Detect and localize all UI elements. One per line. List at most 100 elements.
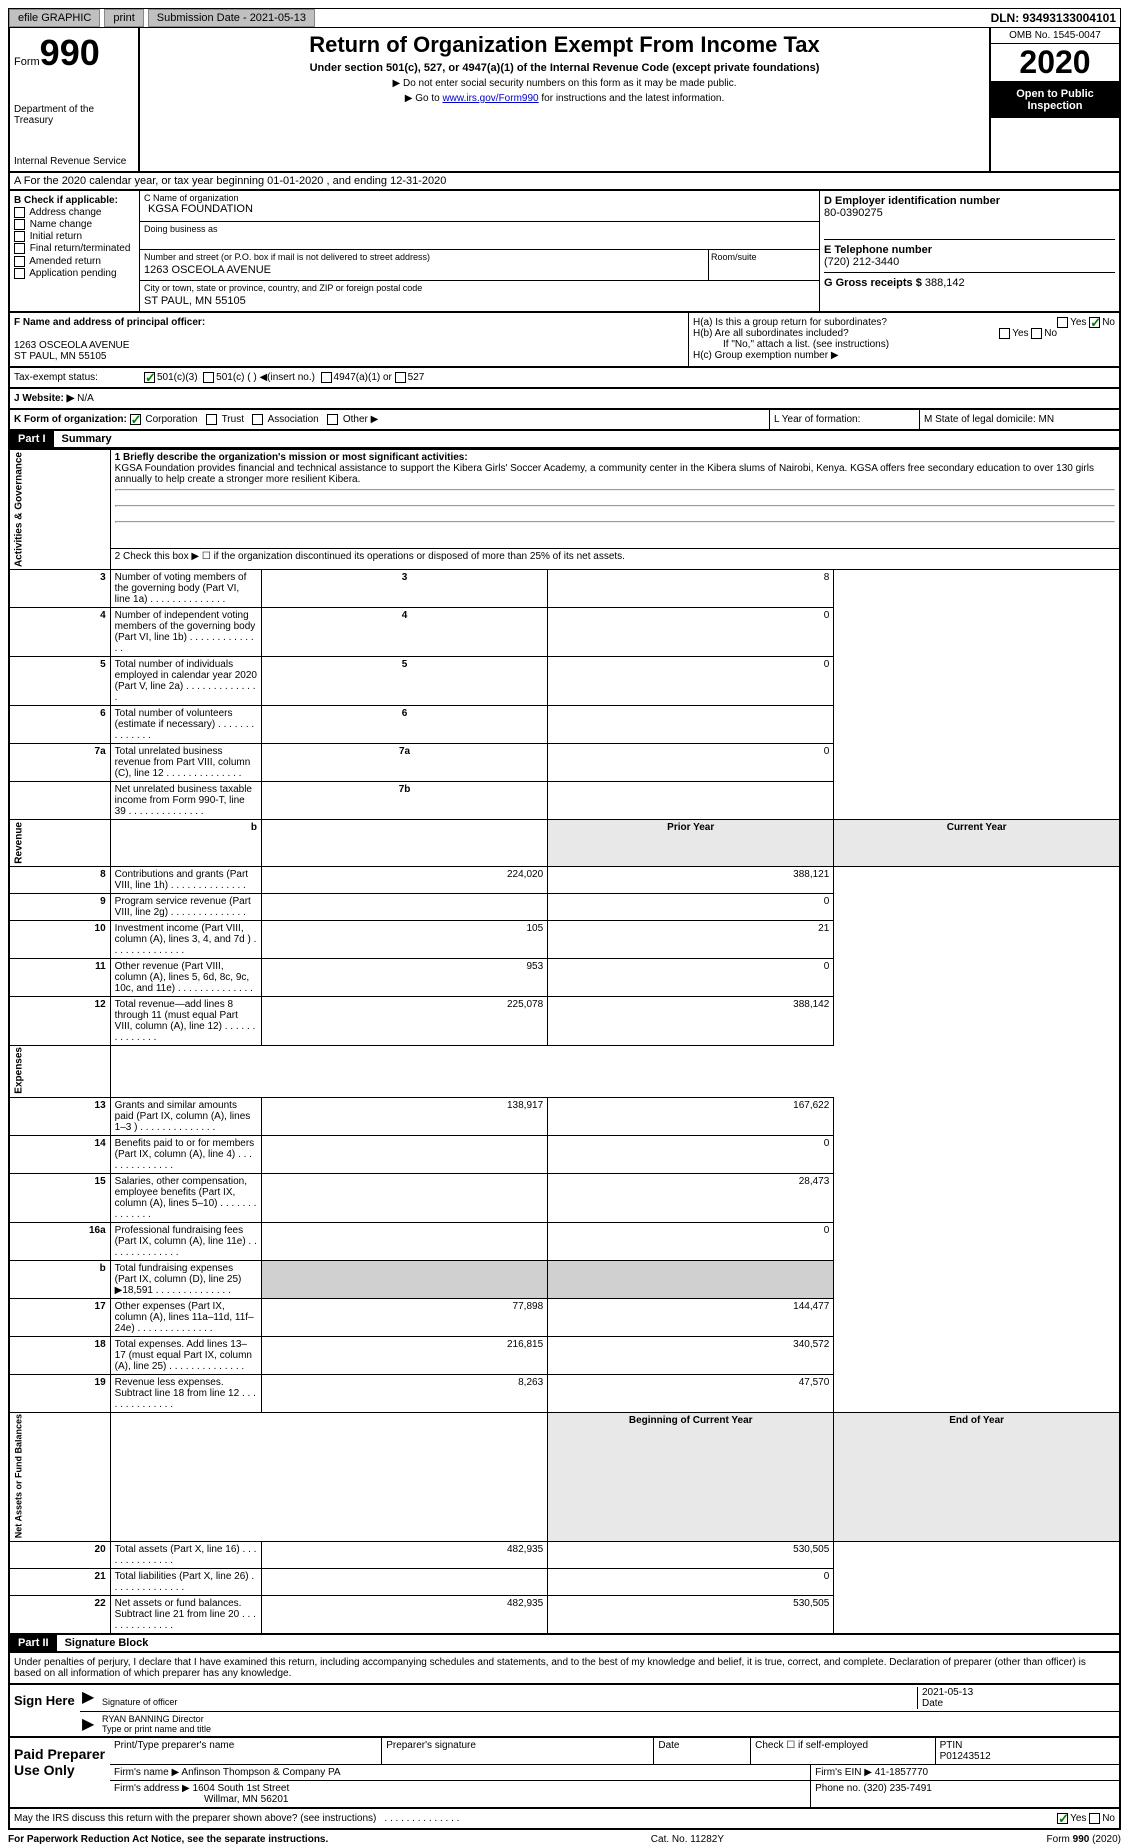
summary-table: Activities & Governance 1 Briefly descri… bbox=[8, 449, 1121, 1635]
hb-label: H(b) Are all subordinates included? bbox=[693, 328, 849, 339]
line-text: Investment income (Part VIII, column (A)… bbox=[110, 920, 261, 958]
assoc-checkbox[interactable] bbox=[252, 414, 263, 425]
current-value: 0 bbox=[548, 1568, 834, 1595]
sig-officer-label: Signature of officer bbox=[102, 1697, 177, 1707]
ha-no-checkbox[interactable] bbox=[1089, 317, 1100, 328]
form-org-label: K Form of organization: bbox=[14, 414, 127, 425]
501c3-checkbox[interactable] bbox=[144, 372, 155, 383]
4947-checkbox[interactable] bbox=[321, 372, 332, 383]
trust-checkbox[interactable] bbox=[206, 414, 217, 425]
officer-name-label: Type or print name and title bbox=[102, 1724, 211, 1734]
hb-yes-checkbox[interactable] bbox=[999, 328, 1010, 339]
line-text: Program service revenue (Part VIII, line… bbox=[110, 893, 261, 920]
part1-title: Summary bbox=[54, 433, 112, 445]
line-num: 13 bbox=[9, 1097, 110, 1135]
ein-value: 80-0390275 bbox=[824, 207, 1115, 219]
firm-phone: (320) 235-7491 bbox=[863, 1783, 931, 1794]
ssn-note: ▶ Do not enter social security numbers o… bbox=[144, 78, 985, 89]
firm-name-label: Firm's name ▶ bbox=[114, 1767, 179, 1778]
year-formation: L Year of formation: bbox=[769, 410, 919, 429]
irs-label: Internal Revenue Service bbox=[14, 156, 134, 167]
box-b-checkboxes: B Check if applicable: Address change Na… bbox=[10, 191, 140, 311]
current-value: 144,477 bbox=[548, 1298, 834, 1336]
officer-label: F Name and address of principal officer: bbox=[14, 317, 684, 328]
box-b-checkbox[interactable] bbox=[14, 256, 25, 267]
print-button[interactable]: print bbox=[104, 9, 143, 27]
other-checkbox[interactable] bbox=[327, 414, 338, 425]
prior-value bbox=[261, 1173, 547, 1222]
firm-ein: 41-1857770 bbox=[875, 1767, 928, 1778]
firm-addr: 1604 South 1st Street bbox=[193, 1783, 290, 1794]
form990-link[interactable]: www.irs.gov/Form990 bbox=[442, 93, 538, 104]
ha-label: H(a) Is this a group return for subordin… bbox=[693, 317, 887, 328]
line-num: 7a bbox=[9, 744, 110, 782]
sign-date: 2021-05-13 bbox=[922, 1687, 973, 1698]
ha-yes-checkbox[interactable] bbox=[1057, 317, 1068, 328]
prior-value: 77,898 bbox=[261, 1298, 547, 1336]
preparer-date-label: Date bbox=[654, 1738, 751, 1764]
line-value: 0 bbox=[548, 657, 834, 706]
line-text: Total liabilities (Part X, line 26) bbox=[110, 1568, 261, 1595]
line-box: 3 bbox=[261, 570, 547, 608]
box-b-checkbox[interactable] bbox=[14, 243, 25, 254]
current-value: 0 bbox=[548, 1222, 834, 1260]
website-value: N/A bbox=[77, 393, 94, 404]
line-text: Total assets (Part X, line 16) bbox=[110, 1541, 261, 1568]
dept-treasury: Department of the Treasury bbox=[14, 104, 134, 126]
end-year-header: End of Year bbox=[834, 1412, 1120, 1541]
line-value bbox=[548, 706, 834, 744]
current-year-header: Current Year bbox=[834, 820, 1120, 867]
state-domicile: M State of legal domicile: MN bbox=[919, 410, 1119, 429]
line-text: Revenue less expenses. Subtract line 18 … bbox=[110, 1374, 261, 1412]
line-value bbox=[548, 782, 834, 820]
hb-no-checkbox[interactable] bbox=[1031, 328, 1042, 339]
website-label: J Website: ▶ bbox=[14, 393, 74, 404]
form-number: 990 bbox=[40, 32, 100, 73]
omb-number: OMB No. 1545-0047 bbox=[991, 28, 1119, 44]
current-value: 388,121 bbox=[548, 866, 834, 893]
box-b-checkbox[interactable] bbox=[14, 231, 25, 242]
form-990-footer: Form 990 (2020) bbox=[1047, 1834, 1121, 1845]
cat-number: Cat. No. 11282Y bbox=[651, 1834, 724, 1845]
box-b-checkbox[interactable] bbox=[14, 207, 25, 218]
form-title: Return of Organization Exempt From Incom… bbox=[144, 32, 985, 58]
line-text: Salaries, other compensation, employee b… bbox=[110, 1173, 261, 1222]
line-box: 5 bbox=[261, 657, 547, 706]
527-checkbox[interactable] bbox=[395, 372, 406, 383]
line-num bbox=[9, 782, 110, 820]
form-subtitle: Under section 501(c), 527, or 4947(a)(1)… bbox=[144, 62, 985, 74]
beginning-year-header: Beginning of Current Year bbox=[548, 1412, 834, 1541]
ein-label: D Employer identification number bbox=[824, 195, 1115, 207]
discuss-yes-checkbox[interactable] bbox=[1057, 1813, 1068, 1824]
line-text: Total number of individuals employed in … bbox=[110, 657, 261, 706]
line-num: 9 bbox=[9, 893, 110, 920]
paid-preparer-label: Paid Preparer Use Only bbox=[10, 1738, 110, 1807]
part1-header: Part I bbox=[10, 431, 54, 447]
self-employed-check: Check ☐ if self-employed bbox=[751, 1738, 935, 1764]
prior-value: 953 bbox=[261, 958, 547, 996]
efile-label: efile GRAPHIC bbox=[9, 9, 100, 27]
line-text: Total fundraising expenses (Part IX, col… bbox=[110, 1260, 261, 1298]
hb-note: If "No," attach a list. (see instruction… bbox=[693, 339, 1115, 350]
box-b-checkbox[interactable] bbox=[14, 268, 25, 279]
prior-year-header: Prior Year bbox=[548, 820, 834, 867]
discuss-no-checkbox[interactable] bbox=[1089, 1813, 1100, 1824]
line-num: 20 bbox=[9, 1541, 110, 1568]
part2-title: Signature Block bbox=[57, 1637, 149, 1649]
line-text: Other revenue (Part VIII, column (A), li… bbox=[110, 958, 261, 996]
current-value: 388,142 bbox=[548, 996, 834, 1045]
officer-name: RYAN BANNING Director bbox=[102, 1714, 204, 1724]
row-a-tax-year: A For the 2020 calendar year, or tax yea… bbox=[8, 173, 1121, 191]
officer-addr1: 1263 OSCEOLA AVENUE bbox=[14, 340, 684, 351]
firm-name: Anfinson Thompson & Company PA bbox=[181, 1767, 340, 1778]
top-bar: efile GRAPHIC print Submission Date - 20… bbox=[8, 8, 1121, 28]
current-value: 530,505 bbox=[548, 1541, 834, 1568]
corp-checkbox[interactable] bbox=[130, 414, 141, 425]
submission-date: Submission Date - 2021-05-13 bbox=[148, 9, 315, 27]
501c-checkbox[interactable] bbox=[203, 372, 214, 383]
line-text: Total revenue—add lines 8 through 11 (mu… bbox=[110, 996, 261, 1045]
box-b-checkbox[interactable] bbox=[14, 219, 25, 230]
preparer-name-label: Print/Type preparer's name bbox=[110, 1738, 382, 1764]
current-value: 0 bbox=[548, 958, 834, 996]
current-value: 21 bbox=[548, 920, 834, 958]
